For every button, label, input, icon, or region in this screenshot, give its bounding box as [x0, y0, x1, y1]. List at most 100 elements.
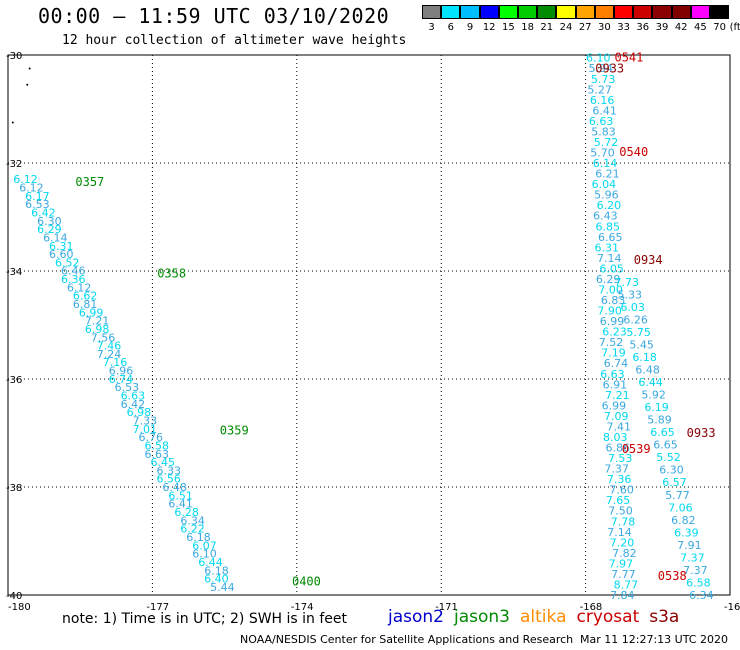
cryosat-swh-label: 6.41	[592, 104, 617, 117]
jason3-swh-label: 6.99	[79, 306, 104, 319]
cryosat-swh-label: 6.20	[597, 199, 622, 212]
colorbar-label: 36	[636, 22, 650, 33]
cryosat-swh-label: 7.97	[609, 557, 634, 570]
y-tick-label: -40	[6, 591, 22, 602]
jason3-swh-label: 6.29	[37, 223, 62, 236]
legend-entry-s3a: s3a	[649, 607, 680, 627]
data-point	[28, 67, 31, 70]
cryosat-swh-label: 6.16	[590, 94, 615, 107]
jason3-swh-label: 6.07	[192, 539, 217, 552]
cryosat-swh-label: 5.70	[590, 147, 615, 160]
x-tick-label: -180	[8, 602, 31, 613]
colorbar-label: 33	[617, 22, 630, 33]
s3a-swh-label: 6.44	[638, 376, 663, 389]
s3a-swh-label: 6.48	[635, 363, 660, 376]
jason3-swh-label: 6.51	[168, 489, 193, 502]
jason3-swh-label: 6.81	[73, 298, 98, 311]
colorbar-label: 9	[466, 22, 474, 33]
s3a-swh-label: 5.75	[626, 326, 651, 339]
credit-text: NOAA/NESDIS Center for Satellite Applica…	[240, 633, 574, 646]
cryosat-swh-label: 7.77	[611, 568, 636, 581]
colorbar-swatch	[671, 5, 691, 19]
colorbar-label: 18	[521, 22, 534, 33]
cryosat-swh-label: 6.31	[595, 241, 620, 254]
colorbar-label: 42	[674, 22, 688, 33]
jason3-swh-label: 6.41	[168, 498, 193, 511]
y-tick-label: -30	[6, 51, 22, 62]
jason3-swh-label: 6.40	[204, 573, 229, 586]
colorbar-label: 24	[559, 22, 573, 33]
jason3-swh-label: 6.18	[204, 564, 229, 577]
cryosat-swh-label: 6.83	[601, 294, 626, 307]
jason3-swh-label: 6.34	[180, 514, 205, 527]
jason3-swh-label: 6.56	[156, 473, 181, 486]
s3a-swh-label: 7.37	[683, 564, 708, 577]
plot-frame	[7, 54, 731, 596]
cryosat-swh-label: 7.60	[609, 484, 634, 497]
s3a-swh-label: 5.52	[656, 451, 681, 464]
s3a-swh-label: 6.34	[689, 589, 714, 602]
s3a-swh-label: 7.37	[680, 551, 705, 564]
cryosat-swh-label: 7.21	[605, 389, 630, 402]
s3a-swh-label: 6.19	[644, 401, 669, 414]
colorbar-swatch	[518, 5, 538, 19]
x-tick-label: -165	[724, 602, 740, 613]
jason3-swh-label: 6.12	[19, 182, 44, 195]
jason3-swh-label: 6.33	[156, 464, 181, 477]
cryosat-swh-label: 7.90	[597, 305, 622, 318]
jason3-swh-label: 7.01	[133, 423, 158, 436]
jason3-swh-label: 6.18	[186, 531, 211, 544]
y-tick-label: -38	[6, 483, 22, 494]
jason3-swh-label: 6.12	[67, 281, 92, 294]
cryosat-swh-label: 6.91	[603, 378, 628, 391]
jason3-swh-label: 6.10	[192, 548, 217, 561]
colorbar-swatch	[422, 5, 442, 19]
jason3-swh-label: 6.74	[109, 373, 133, 386]
cryosat-swh-label: 8.03	[603, 431, 628, 444]
y-tick-label: -36	[6, 375, 22, 386]
cryosat-swh-label: 7.52	[599, 336, 624, 349]
jason3-swh-label: 6.45	[150, 456, 175, 469]
satellite-legend: jason2 jason3 altika cryosat s3a	[388, 607, 689, 627]
s3a-swh-label: 5.92	[641, 389, 666, 402]
pass-time-label: 0400	[292, 575, 321, 589]
jason3-swh-label: 7.33	[133, 414, 158, 427]
pass-time-label: 0934	[634, 253, 663, 267]
colorbar-swatch	[479, 5, 499, 19]
cryosat-swh-label: 7.53	[608, 452, 633, 465]
pass-time-label: 0541	[614, 51, 643, 65]
footnote: note: 1) Time is in UTC; 2) SWH is in fe…	[62, 611, 348, 627]
s3a-swh-label: 6.65	[650, 426, 675, 439]
jason3-swh-label: 6.60	[49, 248, 74, 261]
pass-time-label: 0359	[220, 423, 249, 437]
cryosat-swh-label: 7.09	[604, 410, 629, 423]
jason3-swh-label: 6.53	[115, 381, 140, 394]
s3a-swh-label: 5.45	[629, 338, 654, 351]
cryosat-swh-label: 6.99	[602, 399, 627, 412]
pass-time-label: 0539	[622, 442, 651, 456]
cryosat-swh-label: 5.96	[594, 189, 619, 202]
cryosat-swh-label: 6.63	[600, 368, 625, 381]
cryosat-swh-label: 6.43	[593, 210, 618, 223]
legend-entry-cryosat: cryosat	[576, 607, 640, 627]
jason3-swh-label: 6.30	[37, 215, 62, 228]
cryosat-swh-label: 5.73	[591, 73, 616, 86]
cryosat-swh-label: 6.23	[602, 326, 627, 339]
s3a-swh-label: 6.58	[686, 576, 711, 589]
cryosat-swh-label: 6.65	[598, 231, 623, 244]
legend-entry-jason3: jason3	[454, 607, 510, 627]
jason3-swh-label: 6.63	[145, 448, 170, 461]
pass-time-label: 0933	[687, 426, 716, 440]
jason3-swh-label: 6.22	[180, 523, 205, 536]
jason3-swh-label: 7.24	[97, 348, 122, 361]
cryosat-swh-label: 7.14	[607, 526, 632, 539]
y-tick-label: -34	[6, 267, 22, 278]
colorbar-label: 45	[694, 22, 707, 33]
s3a-swh-label: 6.30	[659, 464, 684, 477]
legend-entry-jason2: jason2	[388, 607, 444, 627]
jason3-swh-label: 6.98	[127, 406, 152, 419]
cryosat-swh-label: 6.63	[589, 115, 614, 128]
cryosat-swh-label: 5.83	[591, 125, 616, 138]
cryosat-swh-label: 6.10	[586, 52, 611, 65]
jason3-swh-label: 7.56	[91, 331, 116, 344]
